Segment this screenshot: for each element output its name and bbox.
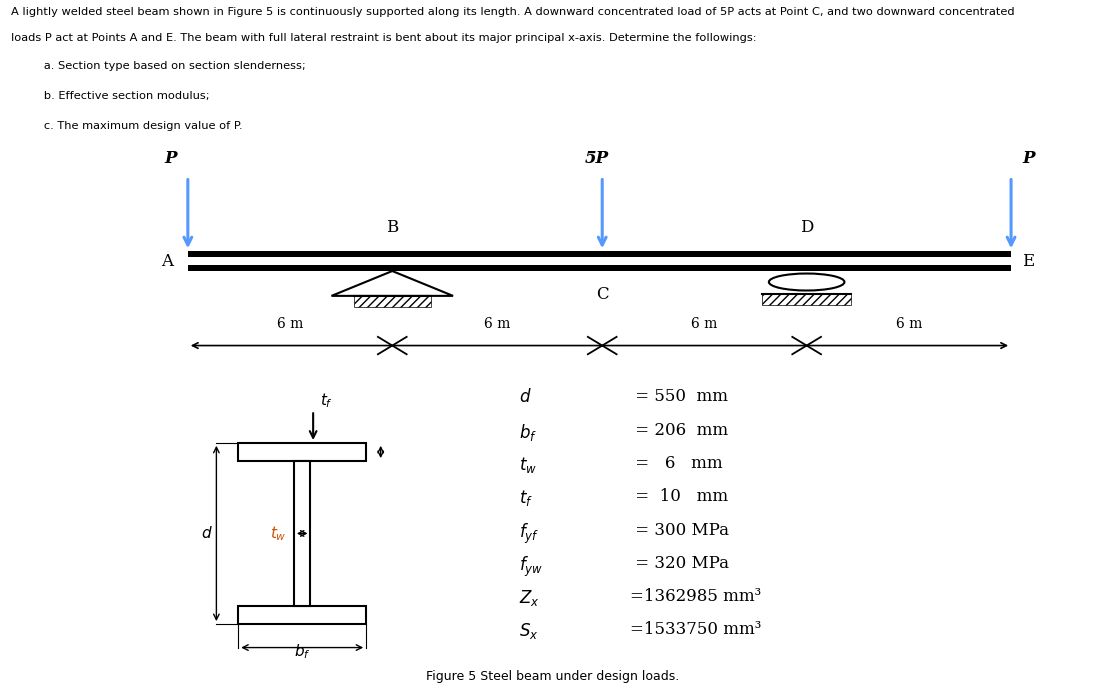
Text: $d$: $d$ bbox=[519, 388, 532, 406]
Bar bbox=[239, 606, 366, 624]
Text: loads P act at Points A and E. The beam with full lateral restraint is bent abou: loads P act at Points A and E. The beam … bbox=[11, 33, 757, 43]
Text: b. Effective section modulus;: b. Effective section modulus; bbox=[33, 91, 209, 101]
Text: = 320 MPa: = 320 MPa bbox=[630, 555, 729, 572]
Text: = 300 MPa: = 300 MPa bbox=[630, 522, 729, 538]
Text: A lightly welded steel beam shown in Figure 5 is continuously supported along it: A lightly welded steel beam shown in Fig… bbox=[11, 7, 1014, 17]
Text: a. Section type based on section slenderness;: a. Section type based on section slender… bbox=[33, 61, 305, 70]
Text: 6 m: 6 m bbox=[692, 317, 717, 331]
Text: $f_{yf}$: $f_{yf}$ bbox=[519, 522, 539, 546]
Text: $S_x$: $S_x$ bbox=[519, 622, 539, 642]
Text: C: C bbox=[596, 286, 609, 303]
Text: $d$: $d$ bbox=[201, 526, 213, 542]
Text: 5P: 5P bbox=[585, 150, 609, 167]
Bar bbox=[294, 461, 311, 606]
Text: $b_f$: $b_f$ bbox=[294, 642, 311, 661]
Text: $f_{yw}$: $f_{yw}$ bbox=[519, 555, 544, 579]
Text: $Z_x$: $Z_x$ bbox=[519, 588, 540, 608]
Text: =1533750 mm³: =1533750 mm³ bbox=[630, 622, 761, 638]
Text: = 550  mm: = 550 mm bbox=[630, 388, 728, 405]
Text: 6 m: 6 m bbox=[484, 317, 511, 331]
Bar bbox=[762, 294, 852, 306]
Text: Figure 5 Steel beam under design loads.: Figure 5 Steel beam under design loads. bbox=[425, 670, 680, 682]
Bar bbox=[188, 251, 1011, 271]
Text: D: D bbox=[800, 219, 813, 236]
Text: P: P bbox=[1022, 150, 1034, 167]
Circle shape bbox=[769, 273, 844, 290]
Text: $t_f$: $t_f$ bbox=[320, 392, 334, 411]
Text: $t_w$: $t_w$ bbox=[519, 455, 537, 475]
Bar bbox=[239, 443, 366, 461]
Polygon shape bbox=[332, 271, 453, 296]
Text: 6 m: 6 m bbox=[896, 317, 922, 331]
Text: $t_w$: $t_w$ bbox=[270, 524, 286, 543]
Text: =   6   mm: = 6 mm bbox=[630, 455, 723, 472]
Text: 6 m: 6 m bbox=[277, 317, 303, 331]
Text: $t_f$: $t_f$ bbox=[519, 489, 534, 508]
Text: B: B bbox=[386, 219, 399, 236]
Text: P: P bbox=[165, 150, 177, 167]
Text: A: A bbox=[161, 253, 173, 270]
Text: = 206  mm: = 206 mm bbox=[630, 422, 728, 439]
Bar bbox=[188, 257, 1011, 265]
Text: $b_f$: $b_f$ bbox=[519, 422, 537, 442]
Bar bbox=[354, 296, 431, 307]
Text: =  10   mm: = 10 mm bbox=[630, 489, 728, 505]
Text: c. The maximum design value of P.: c. The maximum design value of P. bbox=[33, 121, 242, 131]
Text: E: E bbox=[1022, 253, 1034, 270]
Text: =1362985 mm³: =1362985 mm³ bbox=[630, 588, 761, 605]
